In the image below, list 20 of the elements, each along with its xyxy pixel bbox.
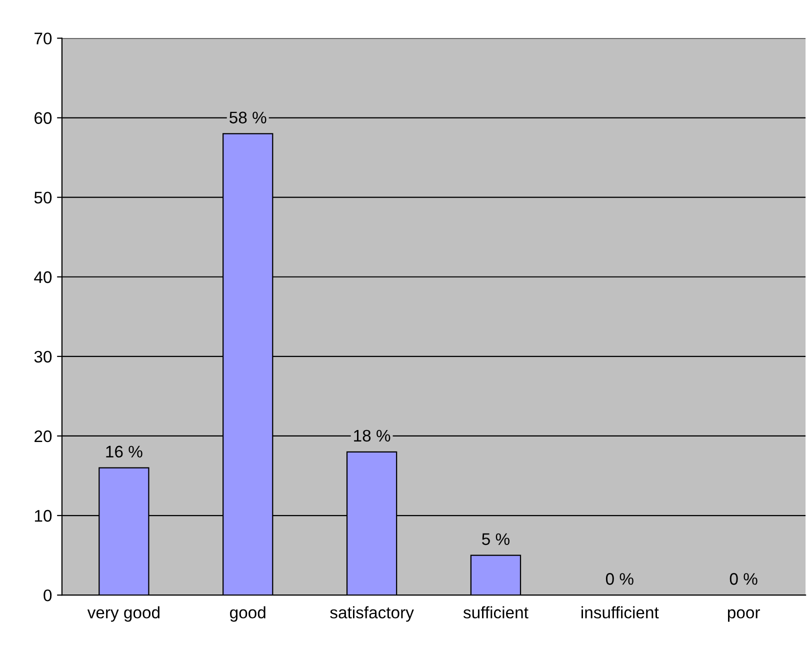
y-tick-label: 10	[34, 510, 52, 522]
y-tick-label: 30	[34, 350, 52, 363]
data-label: 0 %	[730, 573, 758, 585]
y-tick-label: 20	[34, 430, 52, 442]
data-label: 0 %	[606, 573, 634, 585]
x-tick-label: sufficient	[463, 606, 528, 618]
y-tick-label: 70	[34, 32, 52, 44]
data-label: 16 %	[106, 446, 142, 458]
y-tick-label: 50	[34, 192, 52, 204]
y-tick-label: 40	[34, 271, 52, 284]
data-label: 58 %	[230, 112, 266, 124]
x-tick-label: satisfactory	[330, 606, 414, 622]
x-tick-label: good	[230, 606, 266, 622]
x-tick-label: poor	[728, 609, 760, 622]
x-tick-label: very good	[87, 606, 160, 622]
y-tick-label: 0	[44, 589, 52, 602]
data-label: 18 %	[354, 430, 390, 442]
y-tick-label: 60	[34, 112, 52, 124]
x-tick-label: insufficient	[582, 606, 659, 618]
data-label: 5 %	[482, 533, 510, 546]
